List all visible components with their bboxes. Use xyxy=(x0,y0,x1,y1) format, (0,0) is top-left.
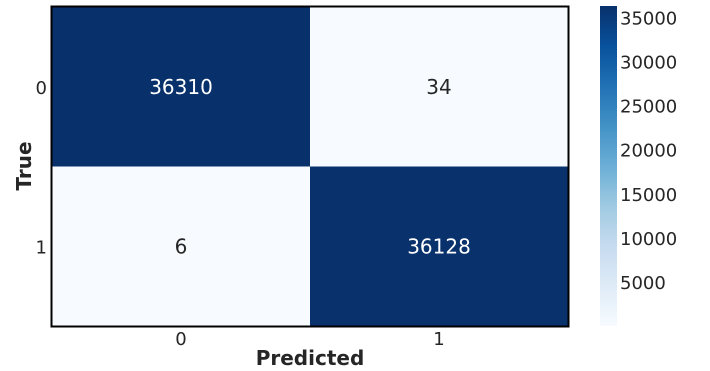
heatmap-cell-r0-c1 xyxy=(310,7,568,167)
cell-annotations: 36310 34 6 36128 xyxy=(149,75,471,259)
colorbar-tick-label: 20000 xyxy=(620,141,677,162)
colorbar-tick-label: 30000 xyxy=(620,53,677,74)
cell-value-r0-c1: 34 xyxy=(426,75,451,99)
cell-value-r1-c0: 6 xyxy=(175,234,188,258)
colorbar-tick-label: 35000 xyxy=(620,9,677,30)
colorbar-ticks: 5000 10000 15000 20000 25000 30000 35000 xyxy=(617,9,677,294)
colorbar-tick-label: 25000 xyxy=(620,97,677,118)
heatmap-cells xyxy=(52,7,568,326)
y-tick-label: 1 xyxy=(36,237,47,258)
y-tick-label: 0 xyxy=(36,78,47,99)
colorbar-tick-label: 5000 xyxy=(620,273,666,294)
x-axis-label: Predicted xyxy=(256,346,365,370)
cell-value-r1-c1: 36128 xyxy=(407,234,471,258)
x-tick-label: 1 xyxy=(433,329,444,350)
heatmap-cell-r1-c0 xyxy=(52,166,310,326)
heatmap-cell-r0-c0 xyxy=(52,7,310,167)
plot-frame xyxy=(50,5,570,328)
heatmap-cell-r1-c1 xyxy=(310,166,568,326)
colorbar-tick-label: 15000 xyxy=(620,185,677,206)
y-axis-ticks: 01 xyxy=(36,78,47,259)
colorbar-tick-label: 10000 xyxy=(620,229,677,250)
cell-value-r0-c0: 36310 xyxy=(149,75,213,99)
y-axis-label: True xyxy=(12,141,36,190)
colorbar xyxy=(600,6,617,326)
x-tick-label: 0 xyxy=(175,329,186,350)
